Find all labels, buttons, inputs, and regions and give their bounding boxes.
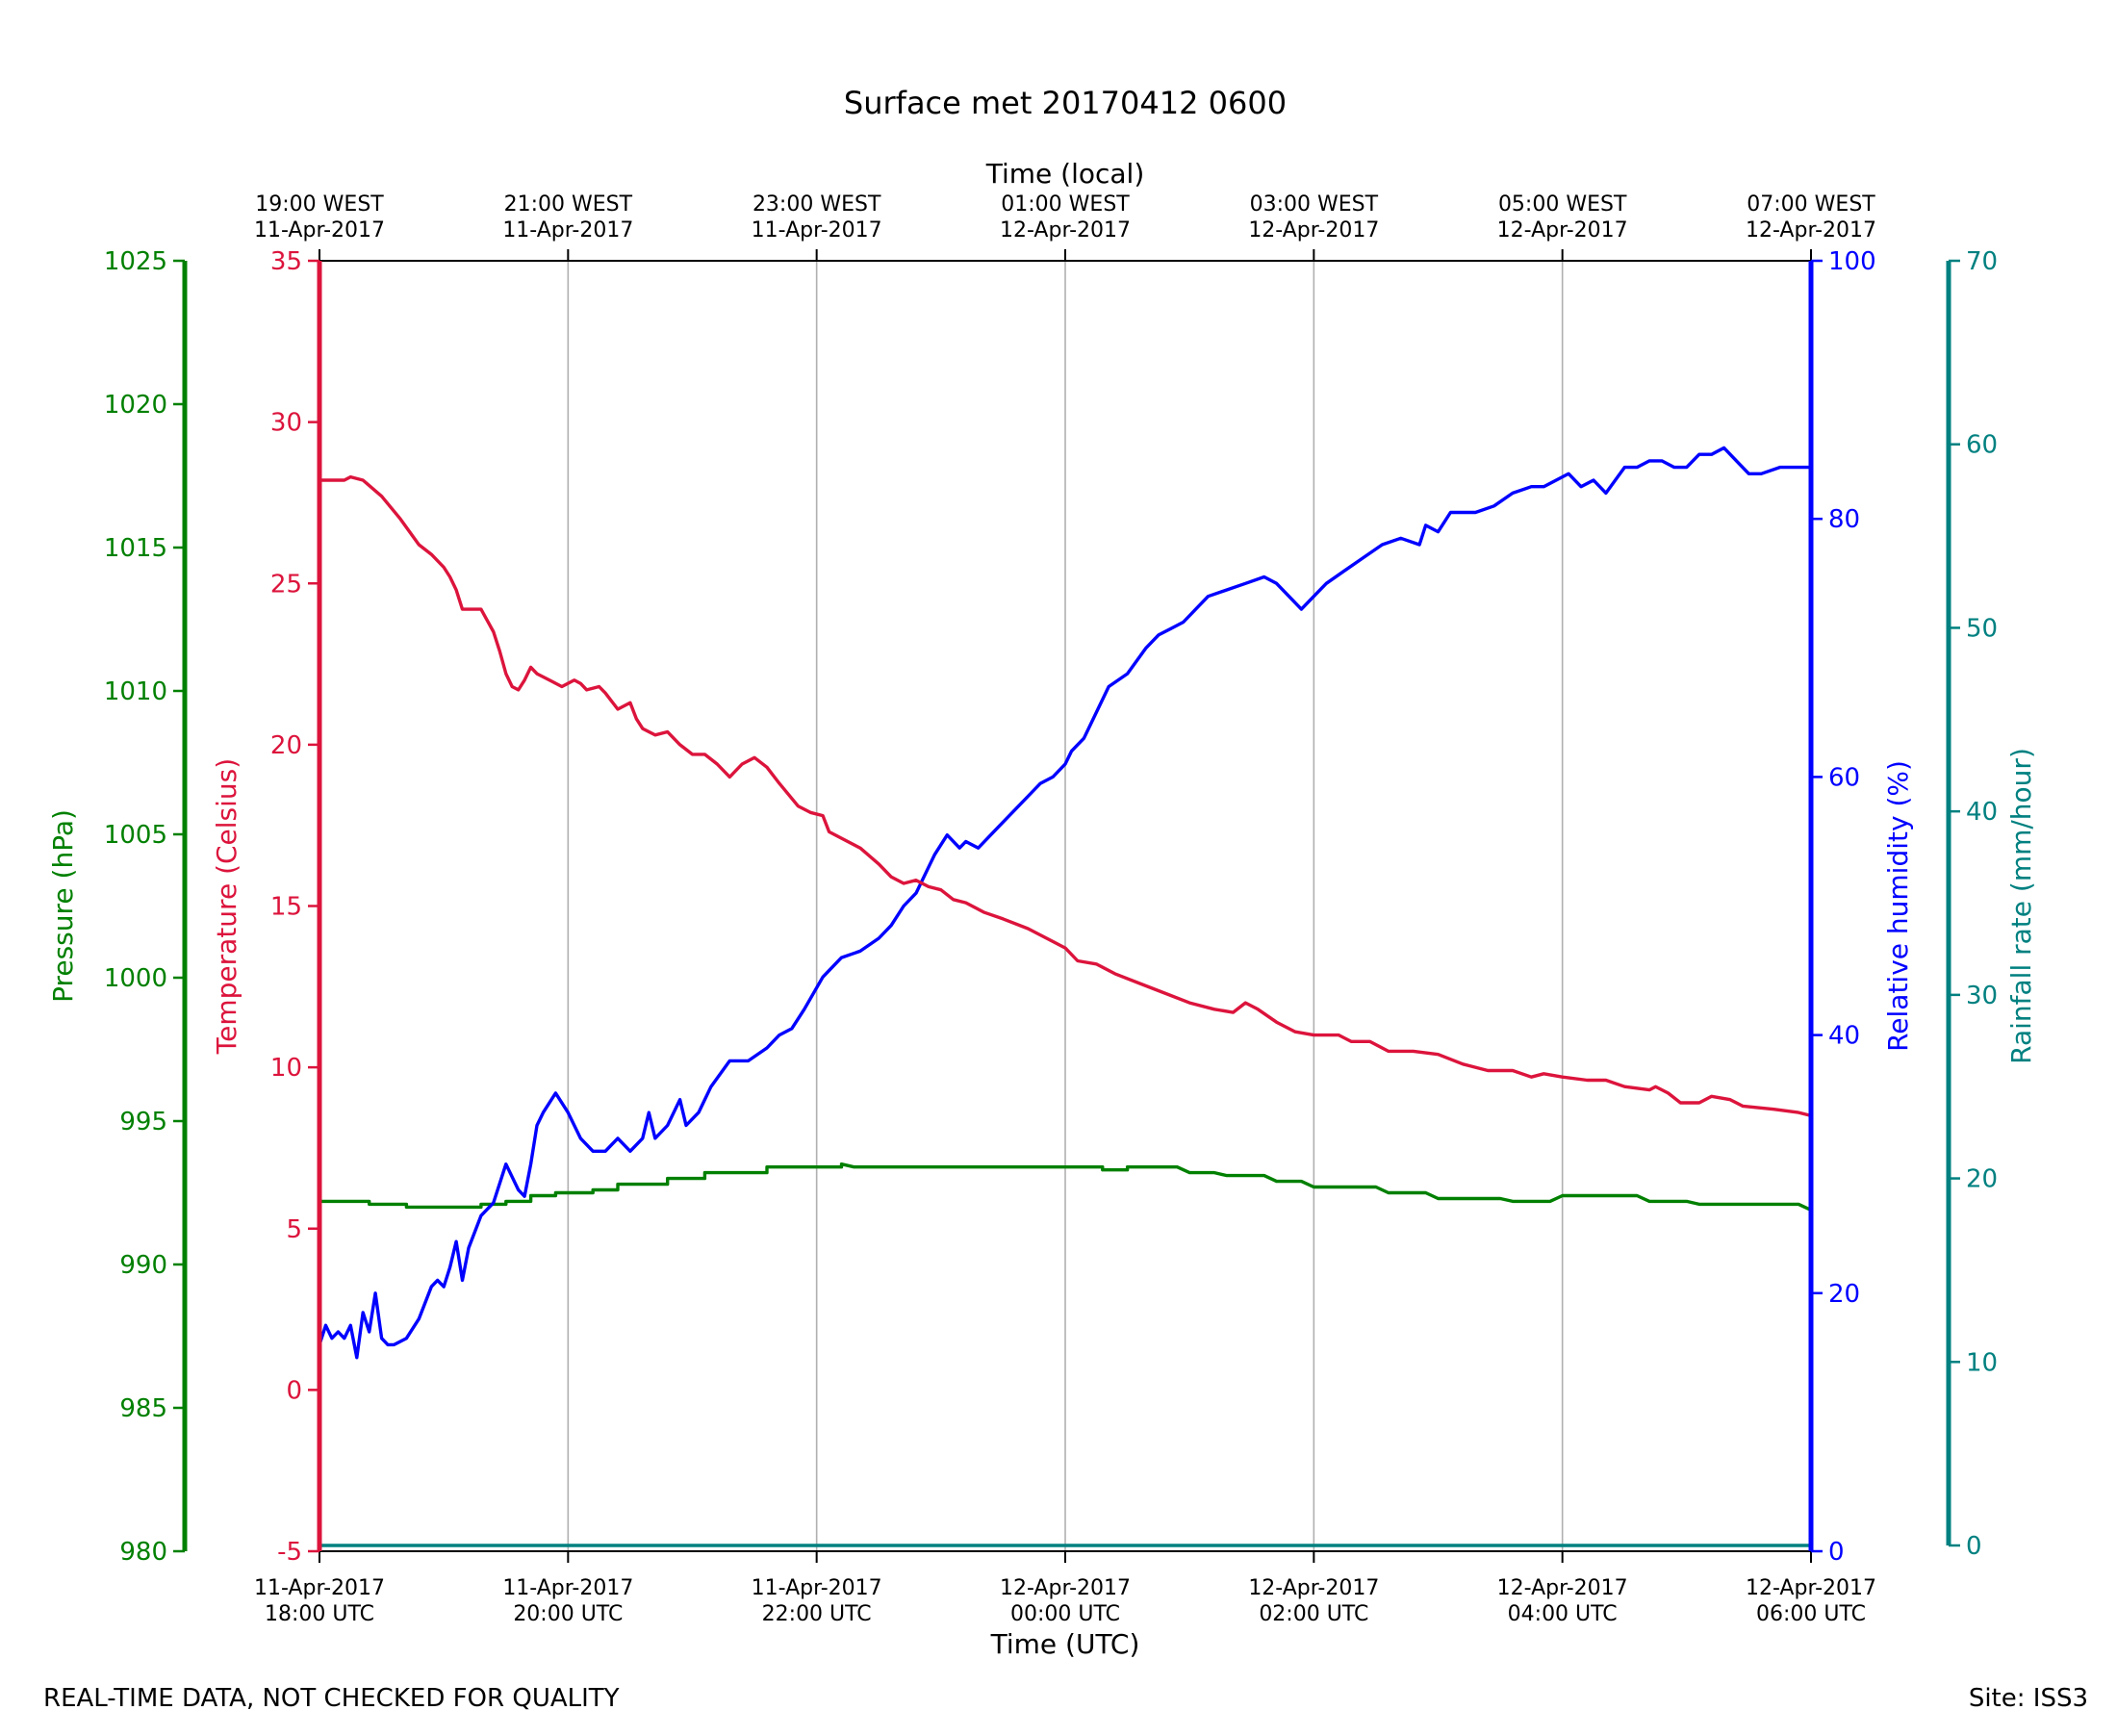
axes-layer: [182, 260, 1951, 1552]
x-top-tick-label: 12-Apr-2017: [1248, 218, 1379, 243]
footer-site-label: Site: ISS3: [1968, 1684, 2088, 1713]
x-tick-label: 04:00 UTC: [1508, 1602, 1618, 1626]
temperature-tick-label: 0: [286, 1376, 302, 1405]
x-top-tick-label: 21:00 WEST: [504, 192, 633, 217]
temperature-tick-label: 10: [270, 1054, 302, 1083]
humidity-tick-label: 60: [1828, 763, 1860, 792]
temperature-tick-label: 35: [270, 247, 302, 276]
rainfall-tick-label: 30: [1966, 982, 1998, 1010]
x-tick-label: 12-Apr-2017: [1248, 1576, 1379, 1600]
pressure-tick-label: 1010: [104, 677, 167, 706]
rainfall-tick-label: 60: [1966, 431, 1998, 460]
x-tick-label: 00:00 UTC: [1010, 1602, 1120, 1626]
humidity-tick-label: 100: [1828, 247, 1876, 276]
x-tick-label: 12-Apr-2017: [1000, 1576, 1131, 1600]
x-tick-label: 12-Apr-2017: [1746, 1576, 1876, 1600]
x-top-tick-label: 07:00 WEST: [1747, 192, 1875, 217]
temperature-series-line: [319, 474, 1813, 1150]
rainfall-axis-label: Rainfall rate (mm/hour): [2005, 748, 2037, 1064]
rainfall-tick-label: 0: [1966, 1532, 1982, 1561]
pressure-tick-label: 1015: [104, 534, 167, 563]
x-top-tick-label: 05:00 WEST: [1498, 192, 1627, 217]
humidity-tick-label: 20: [1828, 1280, 1860, 1309]
pressure-tick-label: 980: [119, 1538, 167, 1567]
x-tick-label: 06:00 UTC: [1756, 1602, 1866, 1626]
temperature-tick-label: 15: [270, 893, 302, 922]
rainfall-tick-label: 50: [1966, 614, 1998, 643]
x-tick-label: 11-Apr-2017: [752, 1576, 882, 1600]
pressure-tick-label: 1005: [104, 821, 167, 850]
x-tick-label: 18:00 UTC: [265, 1602, 374, 1626]
x-tick-label: 11-Apr-2017: [502, 1576, 633, 1600]
x-tick-label: 12-Apr-2017: [1497, 1576, 1628, 1600]
temperature-tick-label: 25: [270, 570, 302, 599]
pressure-tick-label: 1025: [104, 247, 167, 276]
rainfall-tick-label: 70: [1966, 247, 1998, 276]
temperature-tick-label: 5: [286, 1215, 302, 1244]
rainfall-tick-label: 20: [1966, 1165, 1998, 1194]
x-tick-label: 22:00 UTC: [762, 1602, 872, 1626]
grid-layer: [567, 261, 1564, 1551]
top-axis-label: Time (local): [985, 158, 1145, 190]
footer-quality-note: REAL-TIME DATA, NOT CHECKED FOR QUALITY: [43, 1684, 620, 1713]
temperature-axis-label: Temperature (Celsius): [211, 758, 242, 1055]
pressure-tick-label: 985: [119, 1394, 167, 1423]
temperature-tick-label: 30: [270, 409, 302, 438]
x-top-tick-label: 11-Apr-2017: [752, 218, 882, 243]
x-top-tick-label: 11-Apr-2017: [502, 218, 633, 243]
pressure-tick-label: 995: [119, 1108, 167, 1136]
pressure-tick-label: 1000: [104, 964, 167, 993]
x-top-tick-label: 03:00 WEST: [1250, 192, 1379, 217]
humidity-tick-label: 80: [1828, 505, 1860, 534]
pressure-tick-label: 1020: [104, 391, 167, 420]
temperature-tick-label: 20: [270, 731, 302, 760]
x-top-tick-label: 11-Apr-2017: [254, 218, 385, 243]
temperature-tick-label: -5: [277, 1538, 302, 1567]
humidity-axis-label: Relative humidity (%): [1882, 760, 1914, 1052]
pressure-tick-label: 990: [119, 1251, 167, 1280]
x-top-tick-label: 12-Apr-2017: [1497, 218, 1628, 243]
x-top-tick-label: 01:00 WEST: [1001, 192, 1130, 217]
pressure-axis-label: Pressure (hPa): [47, 809, 79, 1003]
x-top-tick-label: 23:00 WEST: [752, 192, 881, 217]
x-top-tick-label: 19:00 WEST: [255, 192, 384, 217]
bottom-axis-label: Time (UTC): [990, 1628, 1140, 1660]
x-top-tick-label: 12-Apr-2017: [1746, 218, 1876, 243]
x-tick-label: 02:00 UTC: [1259, 1602, 1368, 1626]
chart-title: Surface met 20170412 0600: [844, 85, 1287, 121]
humidity-series-line: [318, 407, 1813, 1360]
rainfall-tick-label: 10: [1966, 1348, 1998, 1377]
humidity-tick-label: 40: [1828, 1022, 1860, 1051]
x-tick-label: 11-Apr-2017: [254, 1576, 385, 1600]
rainfall-tick-label: 40: [1966, 798, 1998, 827]
humidity-tick-label: 0: [1828, 1538, 1845, 1567]
x-tick-label: 20:00 UTC: [513, 1602, 623, 1626]
x-top-tick-label: 12-Apr-2017: [1000, 218, 1131, 243]
series-layer: [318, 407, 1813, 1547]
